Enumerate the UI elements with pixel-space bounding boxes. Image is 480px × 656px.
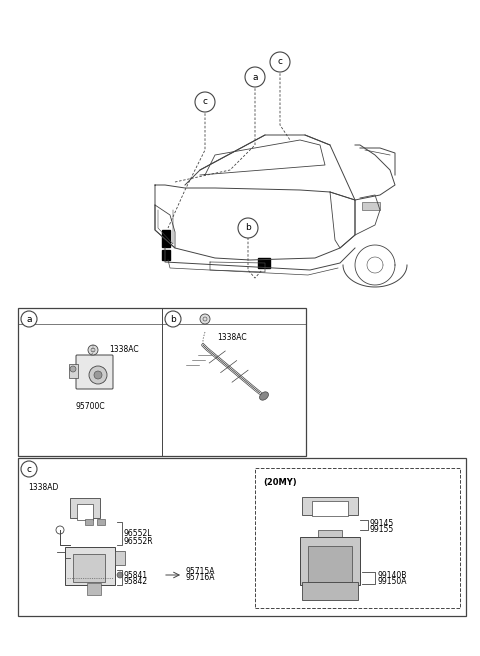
Bar — [115, 551, 125, 565]
Circle shape — [21, 311, 37, 327]
Bar — [308, 546, 352, 582]
Bar — [255, 468, 460, 608]
Circle shape — [89, 366, 107, 384]
Ellipse shape — [260, 392, 268, 400]
Text: 99150A: 99150A — [377, 577, 407, 586]
Bar — [70, 498, 100, 518]
Circle shape — [21, 461, 37, 477]
Polygon shape — [162, 250, 170, 260]
Text: a: a — [26, 314, 32, 323]
Text: 1338AC: 1338AC — [217, 333, 247, 342]
Circle shape — [70, 366, 76, 372]
Text: b: b — [245, 224, 251, 232]
Circle shape — [195, 92, 215, 112]
Bar — [18, 458, 466, 616]
Text: 95700C: 95700C — [75, 402, 105, 411]
Polygon shape — [258, 258, 270, 268]
Bar — [302, 582, 358, 600]
Bar — [300, 537, 360, 585]
Bar — [318, 530, 342, 545]
Bar — [362, 202, 380, 210]
Bar — [312, 501, 348, 516]
Text: 95842: 95842 — [124, 577, 148, 586]
Polygon shape — [162, 230, 170, 247]
Circle shape — [238, 218, 258, 238]
Text: 95716A: 95716A — [186, 573, 216, 583]
Circle shape — [94, 371, 102, 379]
Text: c: c — [277, 58, 283, 66]
Text: 96552L: 96552L — [124, 529, 153, 537]
Circle shape — [200, 314, 210, 324]
Text: 95715A: 95715A — [186, 567, 216, 575]
Bar — [97, 519, 105, 525]
Text: 96552R: 96552R — [124, 537, 154, 546]
Bar — [73, 554, 105, 582]
Text: 99155: 99155 — [370, 525, 394, 535]
Circle shape — [165, 311, 181, 327]
Circle shape — [88, 345, 98, 355]
Text: c: c — [26, 464, 32, 474]
Text: a: a — [252, 73, 258, 81]
Bar — [85, 519, 93, 525]
Bar — [18, 308, 306, 456]
Bar — [87, 583, 101, 595]
Text: c: c — [203, 98, 207, 106]
Bar — [69, 364, 78, 378]
Bar — [65, 547, 115, 585]
Text: b: b — [170, 314, 176, 323]
FancyBboxPatch shape — [76, 355, 113, 389]
Text: (20MY): (20MY) — [263, 478, 297, 487]
Text: 95841: 95841 — [124, 571, 148, 579]
Circle shape — [270, 52, 290, 72]
Text: 1338AD: 1338AD — [28, 483, 59, 493]
Circle shape — [117, 572, 123, 578]
Text: 1338AC: 1338AC — [109, 346, 139, 354]
Circle shape — [245, 67, 265, 87]
Bar — [77, 504, 93, 520]
Text: 99140B: 99140B — [377, 571, 407, 579]
Bar — [302, 497, 358, 515]
Text: 99145: 99145 — [370, 518, 394, 527]
